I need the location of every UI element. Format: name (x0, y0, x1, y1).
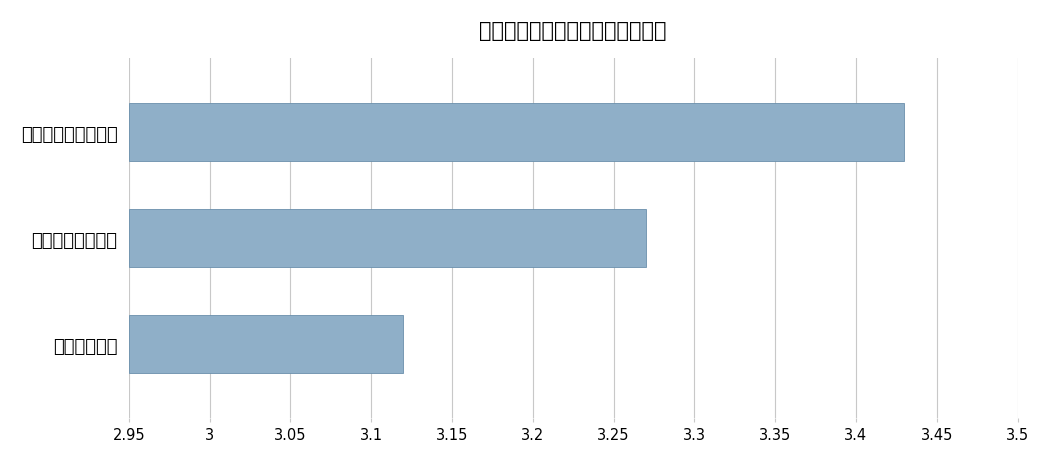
Title: 就職経路別の全項目の平均満足度: 就職経路別の全項目の平均満足度 (480, 21, 667, 41)
Bar (129, 210, 646, 268)
Bar (129, 104, 904, 162)
Bar (129, 315, 403, 373)
